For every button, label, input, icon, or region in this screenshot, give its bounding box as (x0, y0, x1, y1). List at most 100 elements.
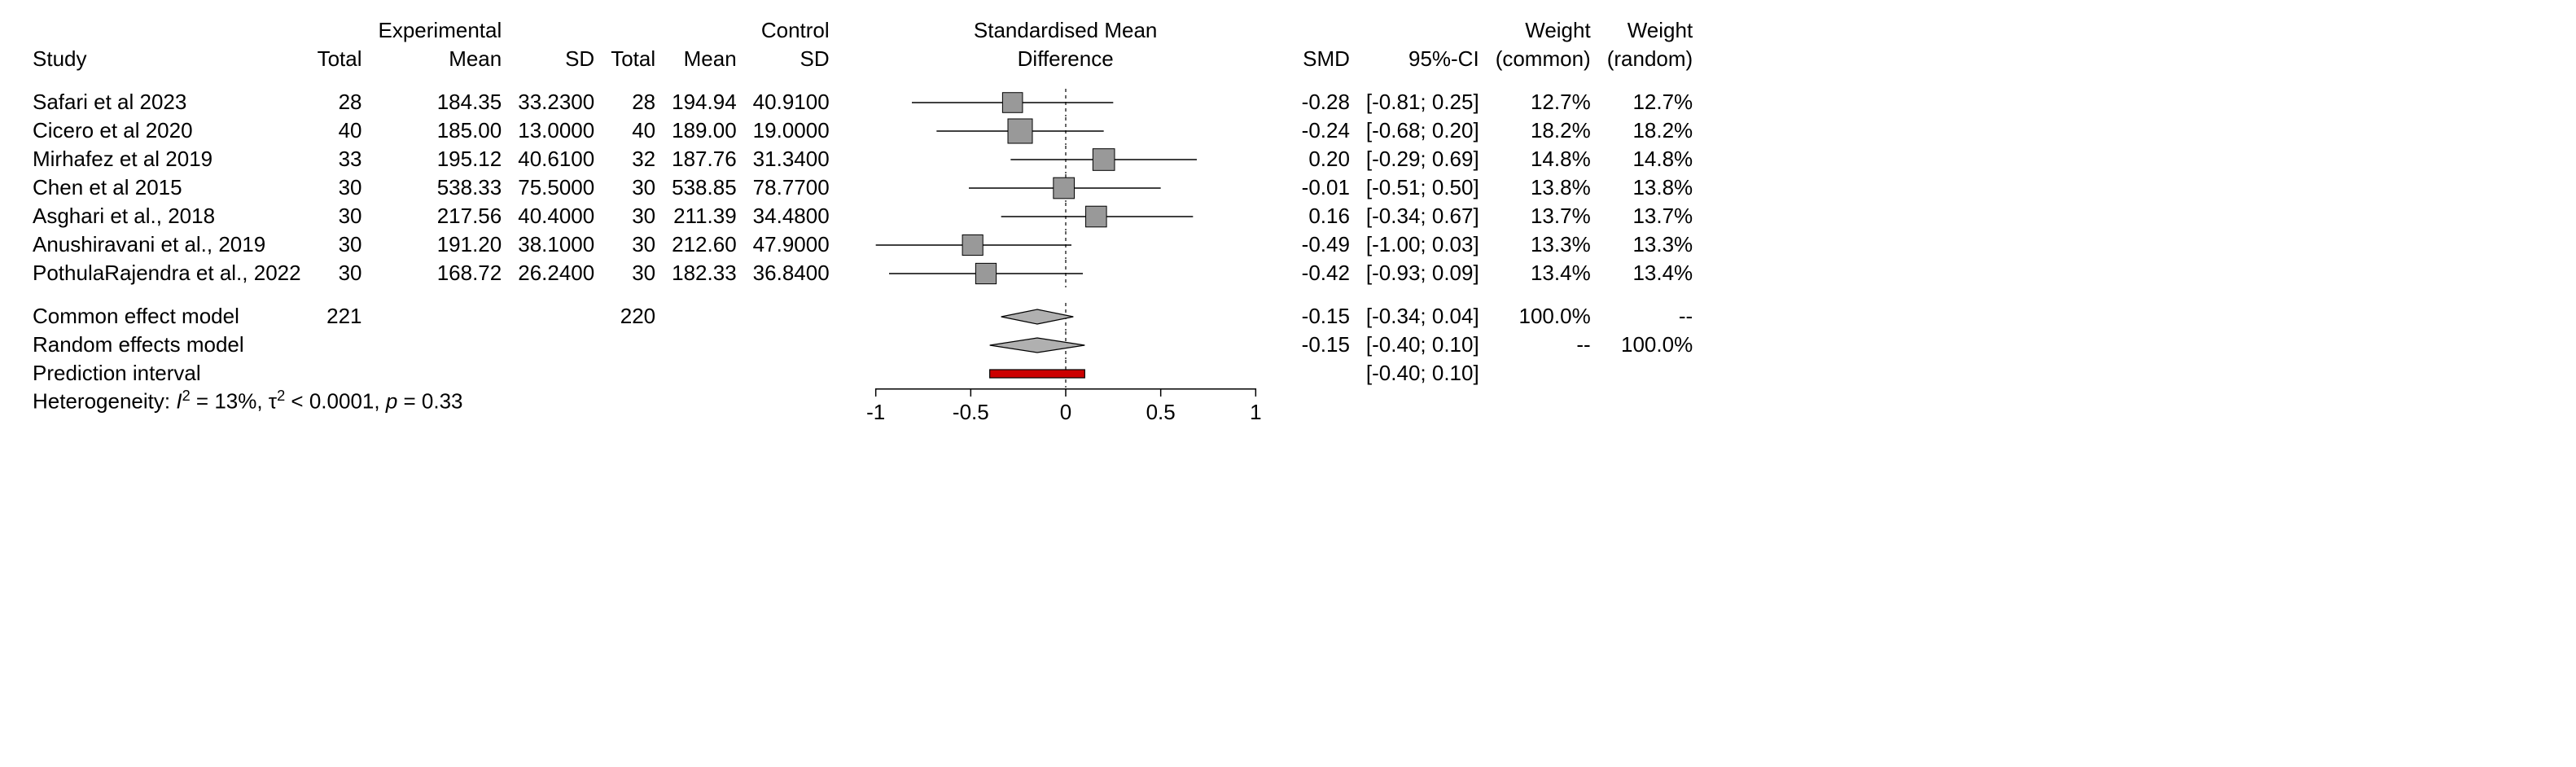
smd-val: 0.20 (1294, 145, 1358, 173)
ctrl-sd: 78.7700 (745, 173, 838, 202)
table-row: Cicero et al 2020 40 185.00 13.0000 40 1… (24, 116, 1701, 145)
ctrl-sd: 36.8400 (745, 259, 838, 287)
summary-label: Common effect model (24, 302, 309, 331)
summary-wc: 100.0% (1487, 302, 1599, 331)
summary-ci: [-0.40; 0.10] (1358, 331, 1487, 359)
hdr-wr-1: Weight (1599, 16, 1701, 45)
hdr-exp-total: Total (309, 45, 370, 73)
ctrl-mean: 211.39 (664, 202, 745, 230)
hdr-experimental: Experimental (370, 16, 510, 45)
wr-val: 14.8% (1599, 145, 1701, 173)
wc-val: 13.4% (1487, 259, 1599, 287)
forest-row-plot (838, 259, 1294, 287)
wr-val: 18.2% (1599, 116, 1701, 145)
ctrl-mean: 187.76 (664, 145, 745, 173)
hdr-ctrl-mean: Mean (664, 45, 745, 73)
ctrl-n: 28 (602, 88, 664, 116)
study-name: PothulaRajendra et al., 2022 (24, 259, 309, 287)
table-row: Anushiravani et al., 2019 30 191.20 38.1… (24, 230, 1701, 259)
forest-row-plot (838, 230, 1294, 259)
study-name: Safari et al 2023 (24, 88, 309, 116)
ctrl-n: 30 (602, 202, 664, 230)
table-row: PothulaRajendra et al., 2022 30 168.72 2… (24, 259, 1701, 287)
smd-val: -0.42 (1294, 259, 1358, 287)
exp-sd: 33.2300 (510, 88, 602, 116)
exp-n: 30 (309, 202, 370, 230)
wc-val: 13.8% (1487, 173, 1599, 202)
hdr-wr-2: (random) (1599, 45, 1701, 73)
summary-ctrl-n (602, 359, 664, 388)
summary-ctrl-n (602, 331, 664, 359)
hdr-smd-title-1: Standardised Mean (838, 16, 1294, 45)
wr-val: 13.3% (1599, 230, 1701, 259)
wr-val: 13.4% (1599, 259, 1701, 287)
svg-text:0: 0 (1059, 400, 1071, 424)
table-row: Mirhafez et al 2019 33 195.12 40.6100 32… (24, 145, 1701, 173)
summary-row: Prediction interval [-0.40; 0.10] (24, 359, 1701, 388)
ctrl-mean: 182.33 (664, 259, 745, 287)
ctrl-n: 32 (602, 145, 664, 173)
summary-smd: -0.15 (1294, 331, 1358, 359)
table-row: Chen et al 2015 30 538.33 75.5000 30 538… (24, 173, 1701, 202)
ctrl-mean: 538.85 (664, 173, 745, 202)
hdr-ctrl-total: Total (602, 45, 664, 73)
summary-label: Prediction interval (24, 359, 309, 388)
x-axis: -1-0.500.51 (838, 388, 1294, 439)
hdr-wc-2: (common) (1487, 45, 1599, 73)
exp-mean: 168.72 (370, 259, 510, 287)
summary-label: Random effects model (24, 331, 309, 359)
wr-val: 12.7% (1599, 88, 1701, 116)
summary-wc: -- (1487, 331, 1599, 359)
hdr-ci: 95%-CI (1358, 45, 1487, 73)
forest-summary-plot (838, 331, 1294, 359)
study-name: Asghari et al., 2018 (24, 202, 309, 230)
exp-mean: 217.56 (370, 202, 510, 230)
ctrl-sd: 40.9100 (745, 88, 838, 116)
summary-ctrl-n: 220 (602, 302, 664, 331)
exp-n: 33 (309, 145, 370, 173)
svg-text:0.5: 0.5 (1146, 400, 1175, 424)
smd-val: 0.16 (1294, 202, 1358, 230)
smd-val: -0.01 (1294, 173, 1358, 202)
exp-n: 30 (309, 173, 370, 202)
summary-wr: -- (1599, 302, 1701, 331)
summary-rows: Common effect model 221 220 -0.15 [-0.34… (24, 302, 1701, 388)
exp-mean: 184.35 (370, 88, 510, 116)
exp-n: 30 (309, 230, 370, 259)
exp-n: 40 (309, 116, 370, 145)
forest-summary-plot (838, 359, 1294, 388)
wc-val: 13.7% (1487, 202, 1599, 230)
ctrl-n: 30 (602, 259, 664, 287)
study-name: Mirhafez et al 2019 (24, 145, 309, 173)
wc-val: 14.8% (1487, 145, 1599, 173)
smd-val: -0.28 (1294, 88, 1358, 116)
hdr-wc-1: Weight (1487, 16, 1599, 45)
forest-row-plot (838, 145, 1294, 173)
wr-val: 13.8% (1599, 173, 1701, 202)
summary-ci: [-0.34; 0.04] (1358, 302, 1487, 331)
exp-n: 28 (309, 88, 370, 116)
summary-exp-n (309, 359, 370, 388)
ctrl-n: 40 (602, 116, 664, 145)
exp-mean: 538.33 (370, 173, 510, 202)
summary-wc (1487, 359, 1599, 388)
ci-val: [-0.34; 0.67] (1358, 202, 1487, 230)
forest-row-plot (838, 88, 1294, 116)
summary-wr (1599, 359, 1701, 388)
forest-summary-plot (838, 302, 1294, 331)
smd-val: -0.49 (1294, 230, 1358, 259)
ctrl-n: 30 (602, 230, 664, 259)
svg-text:-0.5: -0.5 (953, 400, 989, 424)
summary-smd: -0.15 (1294, 302, 1358, 331)
hdr-exp-mean: Mean (370, 45, 510, 73)
wc-val: 12.7% (1487, 88, 1599, 116)
forest-row-plot (838, 116, 1294, 145)
table-header: Experimental Control Standardised Mean W… (24, 16, 1701, 88)
summary-wr: 100.0% (1599, 331, 1701, 359)
summary-exp-n (309, 331, 370, 359)
ci-val: [-0.51; 0.50] (1358, 173, 1487, 202)
forest-row-plot (838, 202, 1294, 230)
study-name: Cicero et al 2020 (24, 116, 309, 145)
summary-ci: [-0.40; 0.10] (1358, 359, 1487, 388)
summary-smd (1294, 359, 1358, 388)
